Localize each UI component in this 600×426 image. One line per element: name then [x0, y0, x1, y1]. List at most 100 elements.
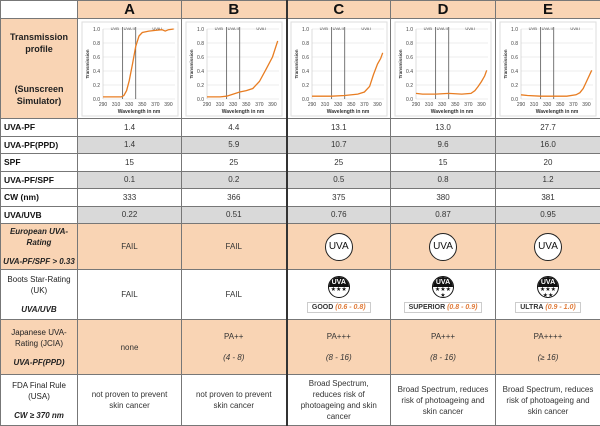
x-tick-label: 290	[308, 102, 317, 108]
y-tick-label: 0.8	[197, 41, 204, 47]
region-label: UVB	[319, 26, 328, 31]
european-fail-b: FAIL	[182, 224, 287, 270]
x-tick-label: 370	[151, 102, 160, 108]
y-tick-label: 1.0	[93, 27, 100, 33]
metric-value: 381	[496, 189, 600, 207]
metric-value: 9.6	[391, 136, 496, 154]
y-tick-label: 0.8	[406, 41, 413, 47]
boots-uva-star-logo: UVA★★★ ★	[432, 276, 454, 298]
x-tick-label: 390	[164, 102, 173, 108]
uva-circle-logo: UVA	[325, 233, 353, 261]
japanese-rating-c: PA+++(8 - 16)	[287, 320, 391, 375]
japanese-rating-row: Japanese UVA-Rating (JCIA)UVA-PF(PPD) no…	[1, 320, 600, 375]
transmission-profile-row: Transmission profile (Sunscreen Simulato…	[1, 19, 600, 119]
fda-label-cell: FDA Final Rule (USA) CW ≥ 370 nm	[1, 375, 78, 426]
x-tick-label: 390	[582, 102, 591, 108]
fda-criterion: CW ≥ 370 nm	[14, 411, 64, 420]
y-axis-label: Transmission	[189, 49, 194, 78]
x-tick-label: 390	[477, 102, 486, 108]
x-tick-label: 390	[268, 102, 277, 108]
metric-label: UVA-PF/SPF	[1, 171, 78, 189]
x-tick-label: 370	[255, 102, 264, 108]
y-axis-label: Transmission	[294, 49, 299, 78]
y-tick-label: 0.2	[197, 83, 204, 89]
y-tick-label: 0.2	[511, 83, 518, 89]
y-tick-label: 0.2	[302, 83, 309, 89]
region-label: UVB	[424, 26, 433, 31]
boots-fail-b: FAIL	[182, 270, 287, 320]
x-tick-label: 370	[360, 102, 369, 108]
metric-value: 0.8	[391, 171, 496, 189]
fda-result-b: not proven to prevent skin cancer	[182, 375, 287, 426]
y-tick-label: 0.6	[511, 55, 518, 61]
european-label: European UVA-Rating	[1, 226, 77, 248]
boots-uva-star-logo: UVA★★★	[328, 276, 350, 298]
y-tick-label: 0.4	[406, 69, 413, 75]
metric-value: 25	[287, 154, 391, 172]
boots-rating-label: SUPERIOR (0.8 - 0.9)	[404, 302, 483, 313]
region-label: UVA I	[570, 26, 580, 31]
boots-rating-label: ULTRA (0.9 - 1.0)	[515, 302, 581, 313]
y-tick-label: 0.6	[93, 55, 100, 61]
y-tick-label: 0.8	[302, 41, 309, 47]
profile-sublabel: (Sunscreen Simulator)	[1, 83, 77, 107]
fda-result-a: not proven to prevent skin cancer	[78, 375, 182, 426]
metric-value: 0.1	[78, 171, 182, 189]
x-tick-label: 330	[125, 102, 134, 108]
region-label: UVA II	[123, 26, 134, 31]
european-criterion: UVA-PF/SPF > 0.33	[3, 257, 75, 266]
column-header-a: A	[78, 1, 182, 19]
european-badge-d: UVA	[391, 224, 496, 270]
profile-label: Transmission profile	[1, 31, 77, 55]
boots-fail-a: FAIL	[78, 270, 182, 320]
metric-value: 25	[182, 154, 287, 172]
x-tick-label: 330	[438, 102, 447, 108]
y-axis-label: Transmission	[503, 49, 508, 78]
european-rating-row: European UVA-Rating UVA-PF/SPF > 0.33 FAI…	[1, 224, 600, 270]
fda-rule-row: FDA Final Rule (USA) CW ≥ 370 nm not prov…	[1, 375, 600, 426]
japanese-criterion: UVA-PF(PPD)	[14, 358, 65, 367]
region-label: UVA II	[437, 26, 448, 31]
region-label: UVB	[529, 26, 538, 31]
fda-label: FDA Final Rule (USA)	[1, 380, 77, 402]
metric-value: 4.4	[182, 119, 287, 137]
metric-value: 0.5	[287, 171, 391, 189]
profile-label-cell: Transmission profile (Sunscreen Simulato…	[1, 19, 78, 119]
y-axis-label: Transmission	[85, 49, 90, 78]
y-tick-label: 1.0	[302, 27, 309, 33]
column-header-e: E	[496, 1, 600, 19]
y-tick-label: 0.4	[511, 69, 518, 75]
boots-rating-c: UVA★★★ GOOD (0.6 - 0.8)	[287, 270, 391, 320]
metric-value: 20	[496, 154, 600, 172]
metric-value: 15	[78, 154, 182, 172]
boots-rating-row: Boots Star-Rating (UK)UVA/UVB FAIL FAIL …	[1, 270, 600, 320]
x-tick-label: 370	[464, 102, 473, 108]
metric-value: 0.95	[496, 206, 600, 224]
region-label: UVB	[110, 26, 119, 31]
y-tick-label: 0.4	[197, 69, 204, 75]
metric-label: CW (nm)	[1, 189, 78, 207]
metric-value: 0.87	[391, 206, 496, 224]
uva-circle-logo: UVA	[429, 233, 457, 261]
x-tick-label: 290	[98, 102, 107, 108]
fda-result-e: Broad Spectrum, reduces risk of photoage…	[496, 375, 600, 426]
y-tick-label: 0.2	[406, 83, 413, 89]
region-label: UVA II	[227, 26, 238, 31]
region-label: UVA II	[542, 26, 553, 31]
region-label: UVA I	[361, 26, 371, 31]
metric-value: 13.0	[391, 119, 496, 137]
boots-rating-label: GOOD (0.6 - 0.8)	[307, 302, 371, 313]
x-tick-label: 290	[203, 102, 212, 108]
x-tick-label: 350	[242, 102, 251, 108]
european-badge-c: UVA	[287, 224, 391, 270]
